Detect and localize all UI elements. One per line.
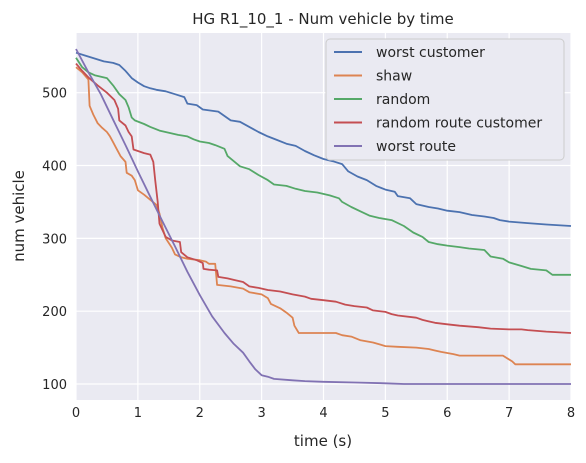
series-line-shaw (75, 66, 571, 366)
legend-label-random-route-customer: random route customer (376, 116, 542, 132)
series-line-random (75, 57, 571, 276)
x-tick-label: 7 (505, 406, 513, 421)
x-tick-label: 8 (567, 406, 575, 421)
legend-label-worst-route: worst route (376, 139, 456, 155)
x-tick-label: 6 (443, 406, 451, 421)
series-line-worst-route (75, 48, 571, 385)
legend-box (325, 38, 565, 161)
y-tick-label: 400 (42, 160, 67, 175)
y-tick-label: 300 (42, 232, 67, 247)
legend-entries: worst customer shaw random random route cus… (334, 45, 542, 155)
legend: worst customer shaw random random route cus… (325, 38, 565, 161)
x-tick-label: 3 (257, 406, 265, 421)
legend-label-random: random (376, 92, 430, 108)
y-axis-label: num vehicle (10, 170, 28, 262)
y-tick-label: 100 (42, 378, 67, 393)
x-tick-label: 4 (319, 406, 327, 421)
legend-label-shaw: shaw (376, 69, 412, 85)
x-tick-label: 2 (196, 406, 204, 421)
x-tick-label: 1 (134, 406, 142, 421)
x-axis-label: time (s) (294, 432, 352, 450)
y-tick-labels: 100 200 300 400 500 (42, 87, 67, 393)
x-tick-labels: 0 1 2 3 4 5 6 7 8 (72, 406, 575, 421)
series-line-worst-customer (75, 51, 572, 227)
series-lines (75, 48, 572, 385)
series-line-random-route-customer (75, 63, 572, 334)
chart-title: HG R1_10_1 - Num vehicle by time (192, 10, 454, 29)
x-tick-label: 0 (72, 406, 80, 421)
legend-label-worst-customer: worst customer (376, 45, 485, 61)
y-tick-label: 200 (42, 305, 67, 320)
x-tick-label: 5 (381, 406, 389, 421)
y-tick-label: 500 (42, 87, 67, 102)
